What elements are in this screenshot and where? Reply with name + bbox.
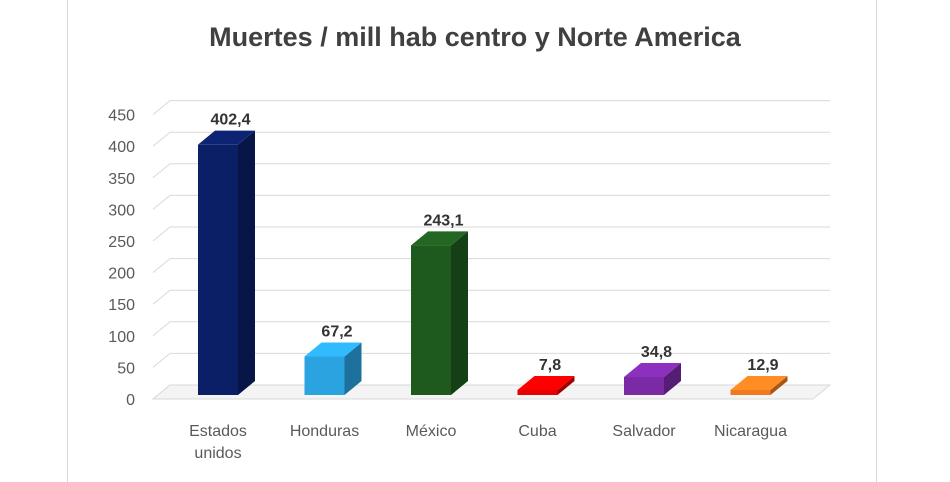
bar-front [730,390,771,395]
bar-top [304,342,362,357]
x-axis: Estados unidos Honduras México Cuba Salvador N… [189,423,787,462]
data-label: 34,8 [641,344,672,361]
bars [198,130,788,395]
bar-front [411,245,451,395]
bar-front [624,377,664,395]
chart-frame [67,0,877,482]
bar-méxico [411,231,468,395]
y-tick-label: 350 [108,171,135,188]
x-tick-label: Cuba [518,423,556,440]
gridline-diag [152,321,171,337]
bar-front [304,356,345,395]
gridline-diag [152,195,171,210]
value-labels: 402,4 67,2 243,1 7,8 34,8 12,9 [210,112,778,374]
bar-top [730,376,788,390]
bar-top [624,363,681,378]
y-tick-label: 300 [108,202,135,219]
x-tick-label: México [406,423,457,440]
y-tick-label: 0 [126,392,135,409]
bar-front [517,390,558,395]
data-label: 243,1 [423,212,463,229]
y-axis: 0 50 100 150 200 250 300 350 400 450 [108,108,135,409]
y-tick-label: 50 [117,360,135,377]
bar-estados-unidos [198,130,255,395]
bar-nicaragua [730,376,788,395]
bar-side [238,130,255,395]
bar-side [557,376,575,395]
gridline-diag [152,163,171,179]
y-tick-label: 250 [108,234,135,251]
bar-side [770,376,788,395]
gridline-diag [152,131,171,147]
chart-floor [151,384,832,400]
data-label: 12,9 [747,357,778,374]
bar-front [198,144,238,395]
data-label: 7,8 [539,357,561,374]
bar-top [517,376,575,390]
bar-salvador [624,363,681,395]
x-tick-label: Estados unidos [189,423,247,462]
gridline-diag [152,289,171,305]
gridline-diag [152,353,171,368]
bar-side [451,231,468,395]
x-tick-label: Honduras [290,423,359,440]
bar-top [411,231,468,246]
bar-side [344,342,362,395]
floor-plane [151,384,832,400]
bar-side [664,363,681,395]
gridline-diag [152,100,171,115]
gridline-diag [152,226,171,242]
y-tick-label: 100 [108,329,135,346]
data-label: 402,4 [210,112,250,129]
data-label: 67,2 [321,324,352,341]
bar-honduras [304,342,362,395]
x-tick-label: Salvador [612,423,676,440]
chart-title: Muertes / mill hab centro y Norte Americ… [209,22,741,52]
y-tick-label: 150 [108,297,135,314]
gridline-diag [152,258,171,273]
x-tick-label: Nicaragua [714,423,787,440]
bar-top [198,130,255,145]
bar-cuba [517,376,575,395]
y-tick-label: 450 [108,108,135,125]
y-tick-label: 400 [108,139,135,156]
y-tick-label: 200 [108,266,135,283]
